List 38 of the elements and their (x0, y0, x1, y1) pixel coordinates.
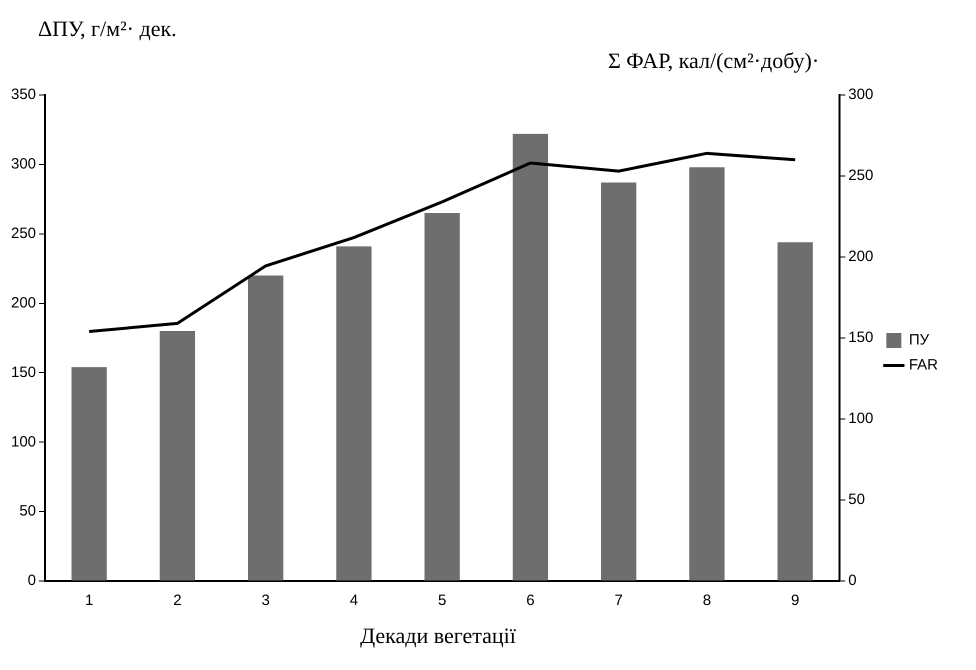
y-tick-label: 300 (10, 156, 36, 173)
legend-label: FAR (908, 356, 938, 374)
x-tick-label: 7 (614, 592, 623, 610)
x-tick-label: 3 (261, 592, 270, 610)
y-tick-label: 200 (10, 294, 36, 312)
y-tick-label: 250 (10, 225, 36, 242)
legend-label: ПУ (908, 332, 930, 349)
x-tick-label: 8 (702, 592, 712, 610)
y2-tick-label: 200 (848, 248, 874, 266)
bar (336, 246, 372, 580)
bar (248, 276, 284, 580)
bar (72, 367, 107, 580)
x-tick-label: 9 (791, 592, 800, 610)
y2-tick-label: 300 (848, 86, 874, 104)
y2-tick-label: 250 (848, 167, 874, 184)
bar (601, 182, 636, 580)
y-tick-label: 350 (10, 86, 36, 104)
bar (512, 134, 548, 580)
y-axis-title: ΔПУ, г/м²· дек. (38, 16, 177, 42)
x-tick-label: 5 (438, 592, 446, 610)
bar (689, 167, 725, 580)
y2-tick-label: 50 (848, 491, 865, 508)
y2-axis-title: Σ ФАР, кал/(см²·добу)· (608, 48, 820, 74)
x-tick-label: 6 (526, 592, 535, 610)
bar (778, 242, 813, 580)
y-tick-label: 150 (10, 364, 36, 381)
bar (160, 331, 196, 580)
x-axis-title: Декади вегетації (359, 623, 517, 649)
bar (424, 213, 460, 580)
y-tick-label: 100 (10, 433, 36, 450)
y-tick-label: 50 (19, 502, 36, 520)
x-tick-label: 4 (350, 592, 358, 610)
y2-tick-label: 150 (848, 329, 874, 346)
y-tick-label: 0 (28, 572, 36, 590)
y2-tick-label: 100 (848, 410, 874, 428)
x-tick-label: 1 (84, 592, 94, 610)
x-tick-label: 2 (173, 592, 182, 610)
y2-tick-label: 0 (848, 572, 857, 590)
